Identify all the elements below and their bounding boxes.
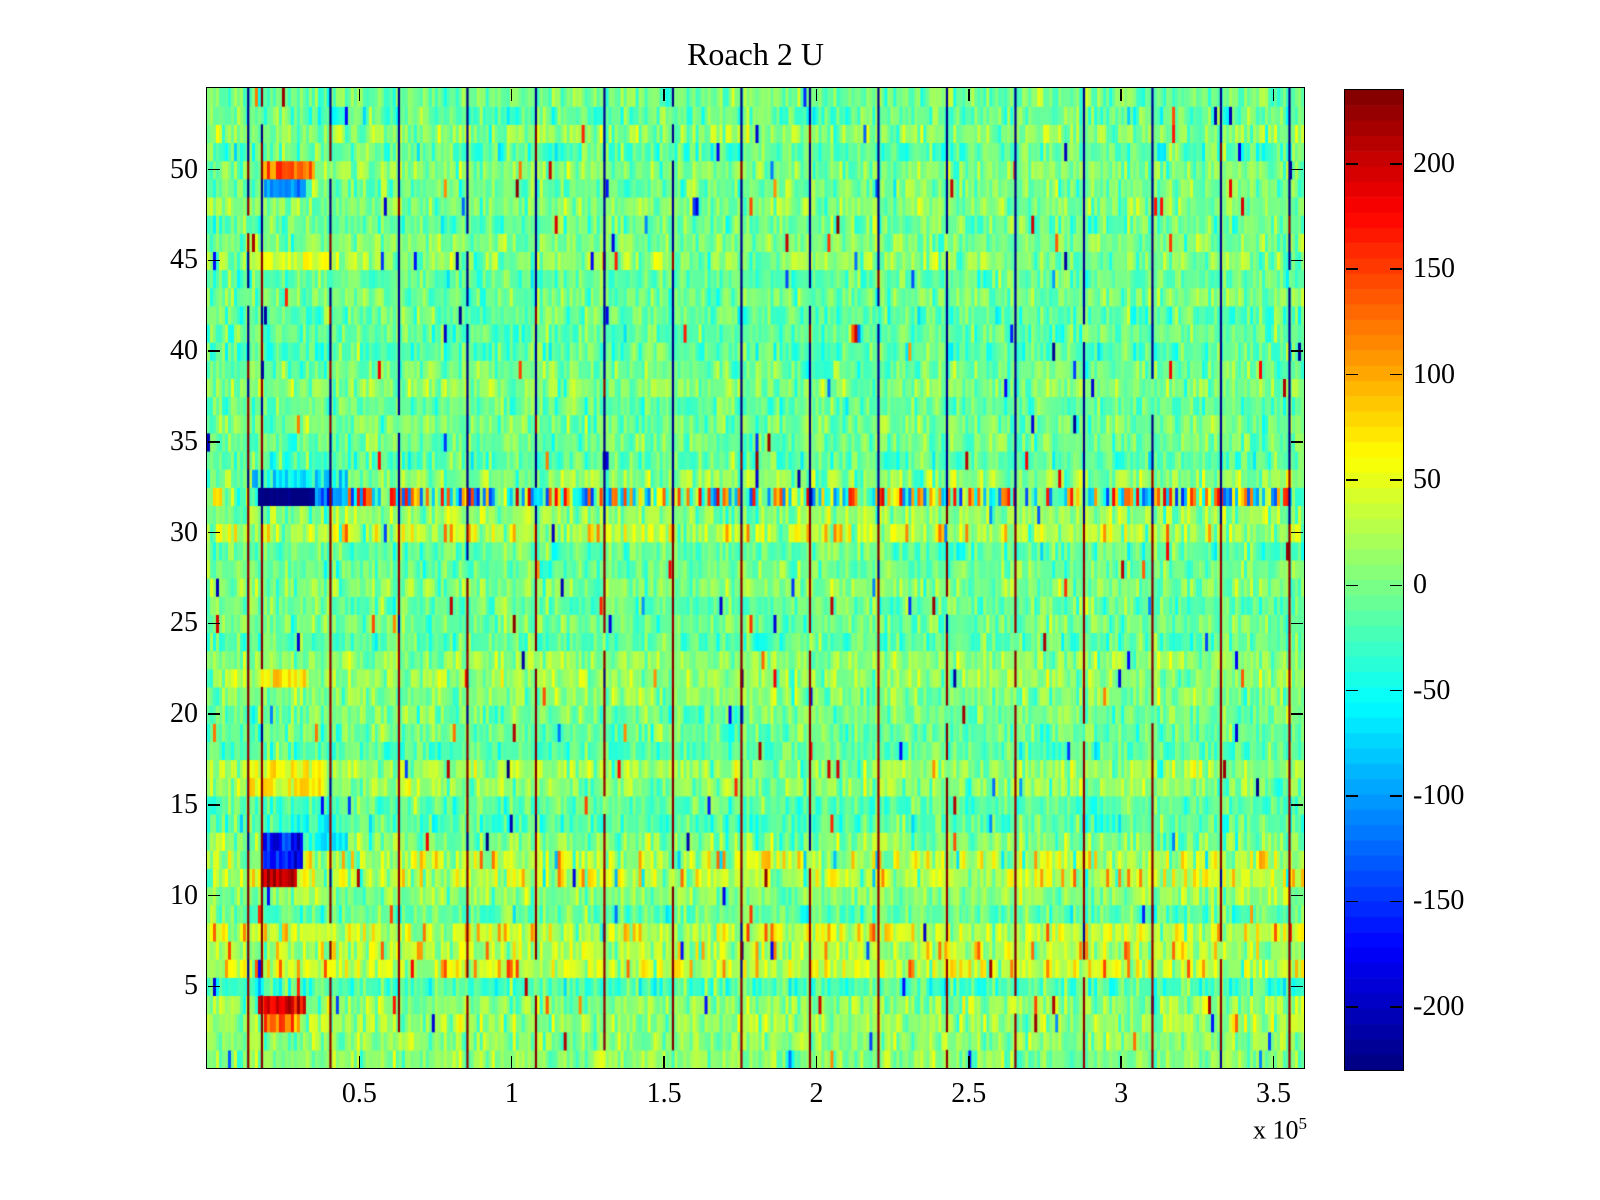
y-tick-label: 45 [170,244,198,276]
y-tick-label: 15 [170,788,198,820]
y-tick-label: 30 [170,516,198,548]
x-tick-label: 2.5 [951,1078,987,1109]
y-tick-label: 25 [170,607,198,639]
colorbar-tick-label: 150 [1413,253,1455,285]
x-tick-label: 3.5 [1256,1078,1292,1109]
x-tick-label: 2 [809,1078,824,1109]
x-tick-label: 1 [504,1078,519,1109]
x-tick-label: 1.5 [646,1078,682,1109]
colorbar-tick-label: 0 [1413,569,1427,601]
heatmap-canvas [207,88,1304,1068]
colorbar-tick-label: 100 [1413,358,1455,390]
y-tick-label: 50 [170,153,198,185]
x-tick-label: 0.5 [341,1078,377,1109]
offset-base: x 10 [1253,1115,1299,1145]
y-tick-label: 5 [184,970,198,1002]
colorbar-tick-label: -100 [1413,780,1465,812]
plot-title: Roach 2 U [687,36,824,72]
colorbar-tick-label: -50 [1413,674,1451,706]
colorbar-canvas [1345,90,1403,1070]
offset-exponent: 5 [1298,1114,1308,1133]
y-tick-label: 20 [170,698,198,730]
colorbar-tick-label: -200 [1413,990,1465,1022]
colorbar-tick-label: -150 [1413,885,1465,917]
x-tick-label: 3 [1114,1078,1129,1109]
y-tick-label: 35 [170,425,198,457]
x-axis-offset-label: x 105 [1007,1114,1307,1146]
colorbar-tick-label: 200 [1413,147,1455,179]
y-tick-label: 10 [170,879,198,911]
y-tick-label: 40 [170,335,198,367]
colorbar-tick-label: 50 [1413,463,1441,495]
